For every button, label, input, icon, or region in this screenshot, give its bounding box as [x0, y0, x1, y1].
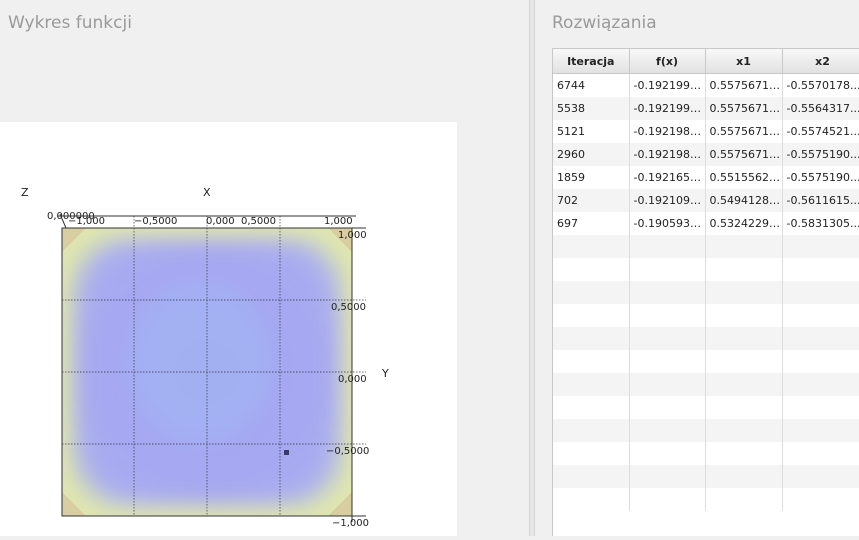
z-axis-label: Z [21, 186, 29, 199]
plot-grid [62, 216, 366, 516]
cell-iteracja: 697 [553, 212, 630, 235]
cell-x2: -0.5570178... [782, 73, 859, 97]
solutions-panel-title: Rozwiązania [552, 13, 657, 33]
y-tick-label: 0,000 [338, 374, 367, 385]
table-row[interactable]: 1859 -0.1921658... 0.55155621... -0.5575… [553, 166, 859, 189]
empty-table-row [553, 235, 859, 258]
cell-x2: -0.5564317... [782, 97, 859, 120]
function-plot-panel[interactable]: Z X Y 0,000000 [0, 122, 457, 536]
table-header-row: Iteracja f(x) x1 x2 [553, 49, 859, 74]
function-plot[interactable]: Z X Y 0,000000 [0, 122, 457, 536]
x-tick-label: 0,5000 [241, 216, 276, 227]
solutions-table-panel[interactable]: Iteracja f(x) x1 x2 6744 -0.1921991... 0… [552, 48, 859, 536]
empty-table-row [553, 373, 859, 396]
cell-fx: -0.1921986... [629, 120, 706, 143]
empty-table-row [553, 396, 859, 419]
cell-x1: 0.55756719... [705, 143, 783, 166]
z-axis-line [59, 213, 67, 229]
table-row[interactable]: 5538 -0.1921990... 0.55756719... -0.5564… [553, 97, 859, 120]
empty-table-row [553, 327, 859, 350]
table-row[interactable]: 702 -0.1921096... 0.54941280... -0.56116… [553, 189, 859, 212]
table-row[interactable]: 5121 -0.1921986... 0.55756719... -0.5574… [553, 120, 859, 143]
x-tick-label: −0,5000 [134, 216, 177, 227]
x-tick-label: −1,000 [68, 216, 105, 227]
empty-table-row [553, 281, 859, 304]
y-tick-label: 0,5000 [331, 302, 366, 313]
cell-iteracja: 5538 [553, 97, 630, 120]
cell-fx: -0.1921096... [629, 189, 706, 212]
empty-table-row [553, 304, 859, 327]
table-row[interactable]: 6744 -0.1921991... 0.55756719... -0.5570… [553, 73, 859, 97]
cell-fx: -0.1921991... [629, 73, 706, 97]
cell-fx: -0.1921985... [629, 143, 706, 166]
cell-fx: -0.1921990... [629, 97, 706, 120]
cell-x1: 0.55756719... [705, 120, 783, 143]
cell-x1: 0.53242299... [705, 212, 783, 235]
cell-x2: -0.5831305... [782, 212, 859, 235]
column-header-iteracja[interactable]: Iteracja [553, 49, 630, 74]
cell-x1: 0.54941280... [705, 189, 783, 212]
y-axis-label: Y [381, 367, 389, 380]
empty-table-row [553, 488, 859, 511]
cell-x1: 0.55756719... [705, 73, 783, 97]
table-row[interactable]: 2960 -0.1921985... 0.55756719... -0.5575… [553, 143, 859, 166]
solution-marker [284, 450, 289, 455]
cell-iteracja: 5121 [553, 120, 630, 143]
column-header-x1[interactable]: x1 [705, 49, 783, 74]
empty-table-row [553, 419, 859, 442]
cell-x2: -0.5575190... [782, 166, 859, 189]
cell-fx: -0.1921658... [629, 166, 706, 189]
cell-x2: -0.5611615... [782, 189, 859, 212]
solutions-table: Iteracja f(x) x1 x2 6744 -0.1921991... 0… [553, 49, 859, 511]
empty-table-row [553, 350, 859, 373]
cell-x2: -0.5574521... [782, 120, 859, 143]
x-axis-label: X [203, 186, 211, 199]
empty-table-row [553, 258, 859, 281]
column-header-fx[interactable]: f(x) [629, 49, 706, 74]
empty-table-row [553, 465, 859, 488]
cell-fx: -0.1905939... [629, 212, 706, 235]
plot-panel-title: Wykres funkcji [8, 13, 132, 33]
cell-iteracja: 2960 [553, 143, 630, 166]
cell-iteracja: 6744 [553, 73, 630, 97]
cell-iteracja: 1859 [553, 166, 630, 189]
split-pane-divider[interactable] [529, 0, 535, 536]
empty-table-row [553, 442, 859, 465]
table-row[interactable]: 697 -0.1905939... 0.53242299... -0.58313… [553, 212, 859, 235]
y-tick-label: 1,000 [338, 230, 367, 241]
x-tick-label: 0,000 [206, 216, 235, 227]
cell-x1: 0.55155621... [705, 166, 783, 189]
column-header-x2[interactable]: x2 [782, 49, 859, 74]
y-tick-label: −1,000 [332, 518, 369, 529]
cell-x1: 0.55756719... [705, 97, 783, 120]
y-tick-label: −0,5000 [326, 446, 369, 457]
cell-x2: -0.5575190... [782, 143, 859, 166]
cell-iteracja: 702 [553, 189, 630, 212]
x-tick-label: 1,000 [324, 216, 353, 227]
